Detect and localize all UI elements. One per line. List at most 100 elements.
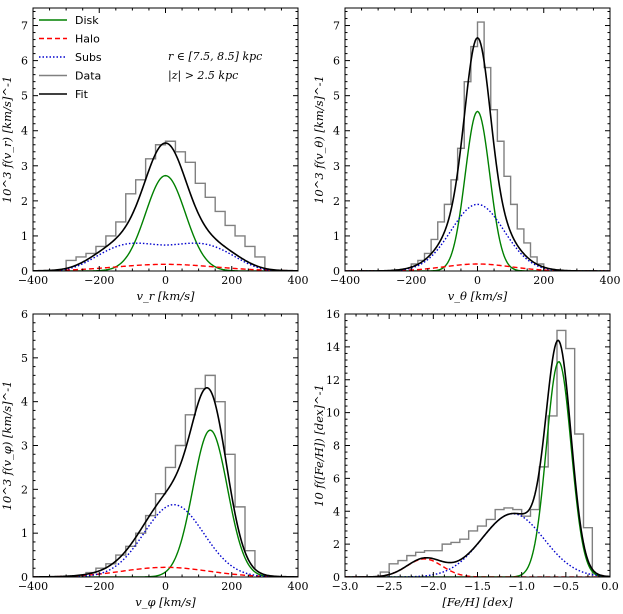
y-tick-label: 0	[333, 571, 340, 584]
legend-label-halo: Halo	[75, 33, 100, 46]
legend-label-fit: Fit	[75, 88, 89, 101]
y-tick-label: 4	[333, 505, 340, 518]
y-tick-label: 8	[333, 440, 340, 453]
x-tick-label: −2.0	[420, 580, 447, 593]
x-axis-label: v_φ [km/s]	[135, 595, 196, 609]
y-tick-label: 2	[21, 195, 28, 208]
series-disk-line	[33, 429, 298, 577]
y-tick-label: 4	[21, 396, 28, 409]
axes-frame	[32, 7, 299, 272]
y-tick-label: 7	[333, 20, 340, 33]
y-tick-label: 1	[21, 230, 28, 243]
series-subs-line	[345, 203, 610, 271]
x-tick-label: −400	[18, 580, 48, 593]
x-tick-label: −200	[84, 580, 114, 593]
axes-frame	[344, 7, 611, 272]
legend-label-disk: Disk	[75, 14, 99, 27]
y-tick-label: 7	[21, 20, 28, 33]
panel-top-left: −400 −200 0 200 400 0 1 2 3 4 5 6 7 v_r [km/s] 10^3 f(…	[0, 7, 309, 303]
series-fit-line	[33, 142, 298, 271]
legend-label-subs: Subs	[75, 51, 102, 64]
y-tick-label: 1	[21, 527, 28, 540]
plot-area	[345, 329, 610, 577]
y-tick-label: 6	[21, 308, 28, 321]
y-tick-label: 3	[21, 160, 28, 173]
series-subs-line	[33, 503, 298, 577]
y-axis-label: 10^3 f(v_r) [km/s]^-1	[0, 76, 14, 203]
panel-bottom-right: −3.0 −2.5 −2.0 −1.5 −1.0 −0.5 0.0 0 2 4 6 8 10 12 14 16…	[312, 308, 619, 609]
x-axis-label: v_r [km/s]	[136, 289, 195, 303]
x-axis-label: [Fe/H] [dex]	[442, 595, 513, 609]
series-subs-line	[33, 242, 298, 271]
y-tick-label: 4	[21, 125, 28, 138]
x-tick-label: −200	[84, 274, 114, 287]
y-tick-label: 12	[326, 374, 340, 387]
series-fit-line	[345, 36, 610, 271]
y-axis-label: 10^3 f(v_θ) [km/s]^-1	[312, 75, 326, 204]
x-tick-label: 400	[600, 274, 621, 287]
data-histogram	[65, 140, 266, 271]
x-tick-label: 200	[221, 274, 242, 287]
y-tick-label: 0	[21, 571, 28, 584]
y-tick-label: 5	[21, 90, 28, 103]
x-tick-label: 200	[221, 580, 242, 593]
y-tick-label: 16	[326, 308, 340, 321]
x-tick-label: 0	[474, 274, 481, 287]
series-subs-line	[345, 513, 610, 577]
legend-label-data: Data	[75, 70, 101, 83]
series-halo-line	[33, 263, 298, 271]
plot-area	[33, 374, 298, 577]
series-disk-line	[33, 174, 298, 271]
y-tick-label: 2	[21, 483, 28, 496]
y-tick-label: 3	[21, 440, 28, 453]
x-tick-label: 0.0	[601, 580, 619, 593]
y-tick-label: 4	[333, 125, 340, 138]
x-tick-label: −400	[18, 274, 48, 287]
y-tick-label: 6	[333, 472, 340, 485]
x-tick-label: −2.5	[376, 580, 403, 593]
y-tick-label: 0	[21, 265, 28, 278]
y-tick-label: 5	[333, 90, 340, 103]
y-tick-label: 3	[333, 160, 340, 173]
x-tick-label: 400	[288, 580, 309, 593]
y-tick-label: 14	[326, 341, 340, 354]
x-axis-label: v_θ [km/s]	[448, 289, 508, 303]
x-tick-label: 0	[162, 274, 169, 287]
plot-area	[33, 140, 298, 271]
x-tick-label: −1.5	[464, 580, 491, 593]
x-tick-label: −3.0	[332, 580, 359, 593]
data-histogram	[410, 21, 545, 271]
y-tick-label: 10	[326, 407, 340, 420]
y-tick-label: 0	[333, 265, 340, 278]
series-disk-line	[345, 361, 610, 577]
y-tick-label: 6	[333, 55, 340, 68]
panel-bottom-left: −400 −200 0 200 400 0 1 2 3 4 5 6 v_φ [km/s] 10^3 f(v…	[0, 308, 309, 609]
y-tick-label: 2	[333, 538, 340, 551]
panel-top-right: −400 −200 0 200 400 0 1 2 3 4 5 6 7 v_θ [km/s] 10^3 f(…	[312, 7, 621, 303]
data-histogram	[85, 374, 256, 577]
y-tick-label: 5	[21, 352, 28, 365]
x-tick-label: −400	[330, 274, 360, 287]
annotation: r ∈ [7.5, 8.5] kpc |z| > 2.5 kpc	[168, 50, 262, 83]
series-fit-line	[33, 387, 298, 577]
x-tick-label: −1.0	[508, 580, 535, 593]
x-tick-label: 400	[288, 274, 309, 287]
legend: Disk Halo Subs Data Fit	[39, 14, 102, 101]
series-fit-line	[345, 339, 610, 577]
y-tick-label: 6	[21, 55, 28, 68]
y-tick-label: 1	[333, 230, 340, 243]
y-tick-label: 2	[333, 195, 340, 208]
data-histogram	[379, 329, 594, 577]
axes-frame	[344, 313, 611, 578]
annotation-radius: r ∈ [7.5, 8.5] kpc	[168, 50, 262, 63]
series-disk-line	[345, 110, 610, 271]
y-axis-label: 10^3 f(v_φ) [km/s]^-1	[0, 381, 14, 511]
axes-frame	[32, 313, 299, 578]
x-tick-label: 200	[533, 274, 554, 287]
plot-area	[345, 21, 610, 271]
y-axis-label: 10 f([Fe/H]) [dex]^-1	[312, 384, 326, 507]
annotation-height: |z| > 2.5 kpc	[168, 69, 238, 83]
x-tick-label: 0	[162, 580, 169, 593]
x-tick-label: −0.5	[552, 580, 579, 593]
